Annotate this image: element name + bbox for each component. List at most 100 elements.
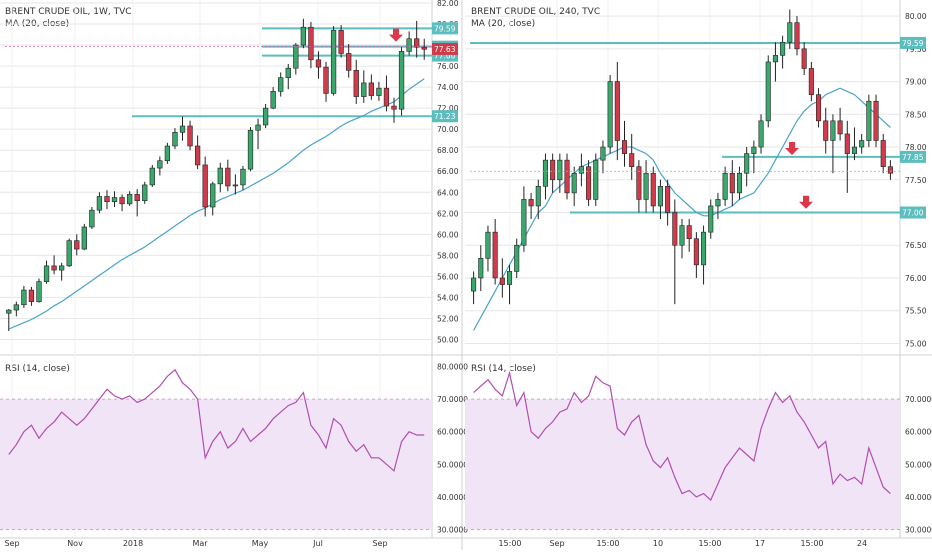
candle-body [414,38,420,48]
y-tick-label: 76.00 [437,62,459,71]
candle-body [744,153,750,174]
rsi-band [465,399,900,530]
left-rsi-label: RSI (14, close) [5,364,70,374]
candle-body [391,105,397,110]
candle-body [787,22,793,43]
candle-body [729,172,735,194]
current-price-tag [432,42,458,55]
y-tick-label: 64.00 [437,188,459,197]
candle-body [499,277,505,285]
y-tick-label: 79.00 [905,78,927,87]
down-arrow-icon [389,28,403,42]
x-tick-label: 15:00 [498,539,521,548]
y-tick-label: 52.00 [437,314,459,323]
candle-body [535,186,541,207]
candle-body [614,81,620,141]
candle-body [406,38,412,52]
candle-body [59,265,65,271]
y-tick-label: 72.00 [437,104,459,113]
candle-body [521,199,527,246]
candle-body [28,289,35,302]
level-price-label: 79.59 [434,24,456,33]
candle-body [262,107,269,126]
y-tick-label: 56.00 [437,272,459,281]
candle-body [202,164,208,208]
candle-body [43,265,50,282]
level-price-label: 77.00 [902,209,924,218]
x-tick-label: Sep [549,539,564,548]
candle-body [672,212,678,246]
candle-body [225,167,231,187]
y-tick-label: 74.00 [437,83,459,92]
x-tick-label: 2018 [123,539,143,548]
candle-body [338,30,344,54]
candle-body [142,184,148,201]
candle-body [722,172,728,200]
level-price-tag [900,150,926,163]
candle-body [293,44,299,69]
right-ma-label: MA (20, close) [471,19,535,29]
candle-body [330,30,337,94]
rsi-line [8,368,425,472]
candle-body [880,140,886,167]
candle-body [36,281,42,302]
y-tick-label: 78.50 [905,110,927,119]
x-tick-label: Sep [372,539,387,548]
candle-body [801,48,807,69]
rsi-tick-label: 40.0000 [905,493,932,502]
y-tick-label: 80.00 [905,12,927,21]
candle-body [679,225,685,246]
level-price-label: 77.85 [902,153,924,162]
candle-body [315,59,322,68]
x-tick-label: 15:00 [800,539,823,548]
y-tick-label: 60.00 [437,230,459,239]
candle-body [247,129,254,170]
rsi-tick-label: 60.0000 [905,428,932,437]
rsi-tick-label: 70.0000 [437,395,468,404]
x-tick-label: 24 [857,539,867,548]
rsi-tick-label: 50.0000 [905,460,932,469]
candle-body [485,231,491,259]
x-tick-label: Nov [67,539,83,548]
x-tick-label: 17 [755,539,765,548]
down-arrow-icon [785,142,799,156]
candle-body [172,132,178,147]
candle-body [66,240,72,267]
candle-body [550,159,556,181]
candle-body [657,186,663,207]
y-tick-label: 70.00 [437,125,459,134]
x-tick-label: Jul [312,539,323,548]
candle-body [528,199,534,207]
candle-body [270,91,276,109]
candle-body [300,26,307,46]
rsi-tick-label: 30.0000 [437,525,468,534]
candle-body [586,166,592,200]
candle-body [119,197,125,205]
y-tick-label: 75.50 [905,307,927,316]
x-tick-label: 15:00 [698,539,721,548]
moving-average-line [8,78,425,330]
candle-body [650,172,656,207]
candle-body [514,244,520,272]
rsi-line [473,370,891,502]
candle-body [665,186,671,213]
current-price-label: 77.63 [434,45,456,54]
candle-body [368,82,374,96]
y-tick-label: 76.00 [905,274,927,283]
y-tick-label: 77.50 [905,176,927,185]
x-tick-label: May [252,539,269,548]
candle-body [542,159,548,187]
candle-body [859,140,865,148]
candle-body [89,209,95,228]
candle-body [571,172,577,194]
candle-body [844,133,850,154]
rsi-tick-label: 50.0000 [437,460,468,469]
candle-body [255,124,261,131]
candle-body [179,125,186,133]
y-tick-label: 75.00 [905,339,927,348]
candle-body [308,26,314,61]
candle-body [361,82,367,97]
candle-body [149,167,155,186]
rsi-tick-label: 70.0000 [905,395,932,404]
candle-body [6,309,12,314]
